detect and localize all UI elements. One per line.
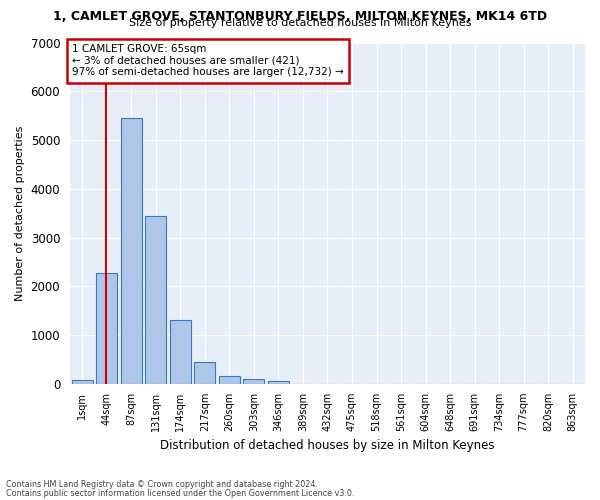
Bar: [244, 379, 264, 384]
Bar: [96, 273, 117, 384]
Bar: [268, 381, 289, 384]
Bar: [194, 362, 215, 384]
Text: Size of property relative to detached houses in Milton Keynes: Size of property relative to detached ho…: [129, 18, 471, 28]
Bar: [72, 380, 92, 384]
Bar: [170, 320, 191, 384]
Text: Contains public sector information licensed under the Open Government Licence v3: Contains public sector information licen…: [6, 488, 355, 498]
Text: Contains HM Land Registry data © Crown copyright and database right 2024.: Contains HM Land Registry data © Crown c…: [6, 480, 318, 489]
Bar: [121, 118, 142, 384]
Text: 1 CAMLET GROVE: 65sqm
← 3% of detached houses are smaller (421)
97% of semi-deta: 1 CAMLET GROVE: 65sqm ← 3% of detached h…: [73, 44, 344, 78]
Y-axis label: Number of detached properties: Number of detached properties: [15, 126, 25, 301]
Bar: [219, 376, 240, 384]
Text: 1, CAMLET GROVE, STANTONBURY FIELDS, MILTON KEYNES, MK14 6TD: 1, CAMLET GROVE, STANTONBURY FIELDS, MIL…: [53, 10, 547, 23]
X-axis label: Distribution of detached houses by size in Milton Keynes: Distribution of detached houses by size …: [160, 440, 495, 452]
Bar: [145, 216, 166, 384]
